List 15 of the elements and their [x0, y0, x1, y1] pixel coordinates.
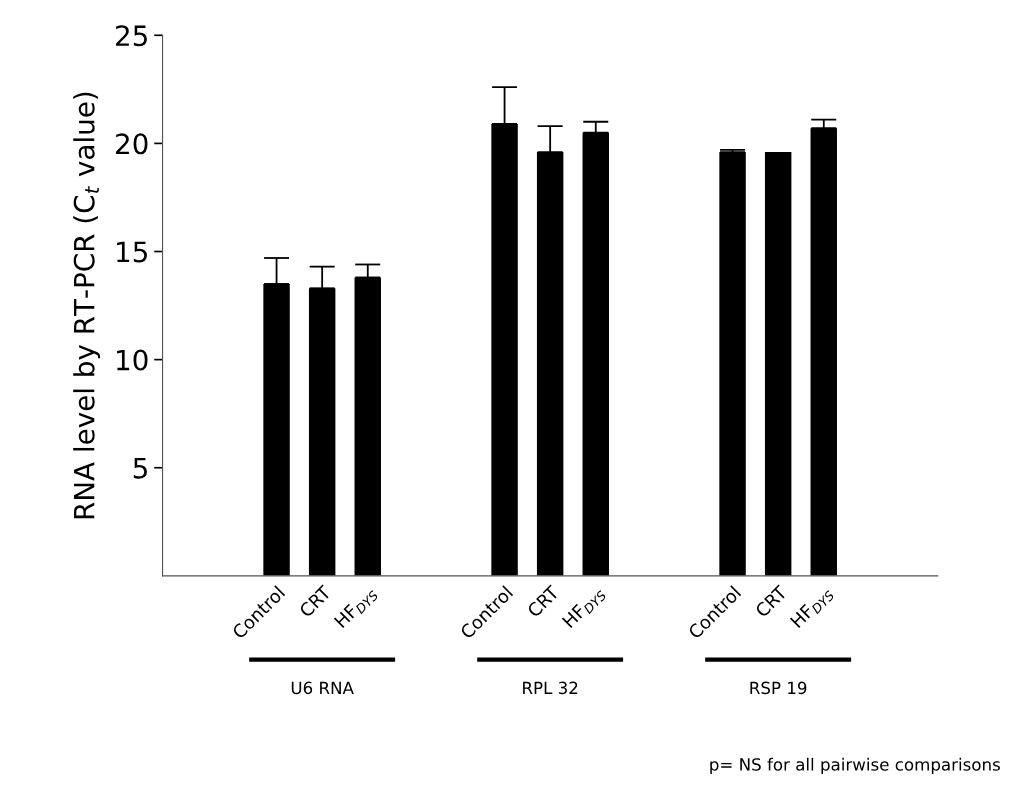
y-tick-label: 10	[117, 349, 148, 371]
x-tick-label: HF$_{DYS}$	[333, 585, 379, 631]
bar	[719, 152, 746, 576]
text: U6 RNA	[291, 681, 354, 695]
bar	[764, 152, 792, 576]
y-tick-label: 5	[133, 458, 147, 479]
x-tick-label: HF$_{DYS}$	[561, 585, 607, 631]
x-tick-label: HF$_{DYS}$	[789, 585, 835, 631]
y-tick-label: 15	[117, 241, 147, 263]
text: RSP 19	[750, 681, 807, 695]
y-tick-label: 25	[116, 25, 147, 47]
text: RPL 32	[523, 681, 578, 695]
y-tick-label: 20	[116, 133, 148, 155]
text: p= NS for all pairwise comparisons	[710, 757, 1000, 774]
y-axis-title: RNA level by RT-PCR (C$_{t}$ value)	[73, 92, 101, 519]
